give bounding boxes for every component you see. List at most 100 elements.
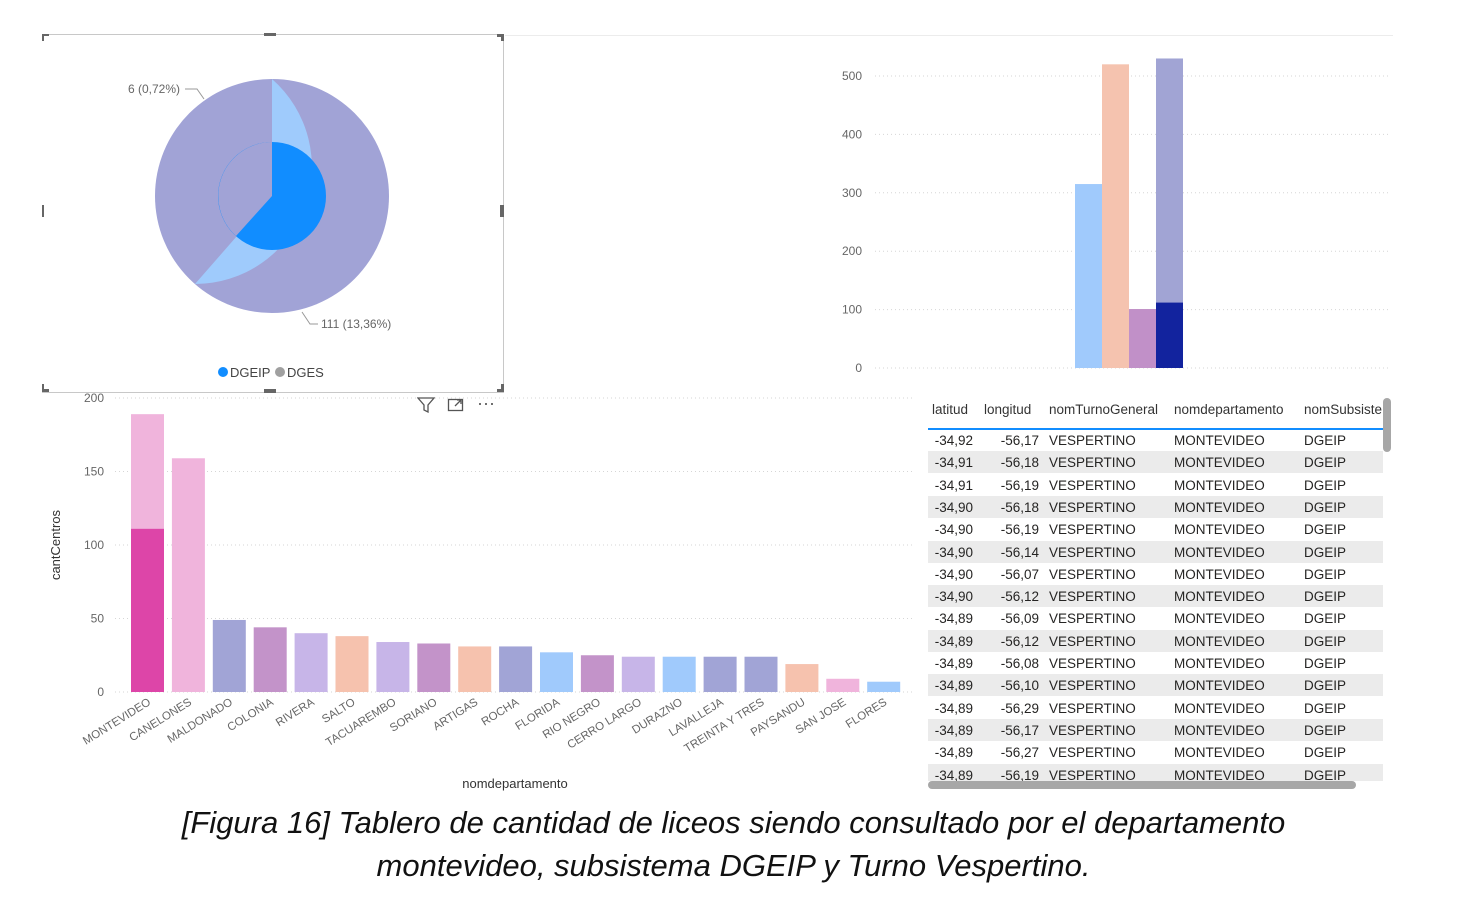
- funnel-icon[interactable]: [416, 397, 436, 418]
- cell-turno: VESPERTINO: [1049, 455, 1136, 471]
- top-chart-bar[interactable]: [1102, 64, 1129, 368]
- cell-subsistema: DGEIP: [1304, 455, 1347, 471]
- table-row[interactable]: -34,89 -56,08 VESPERTINO MONTEVIDEO DGEIP: [928, 652, 1383, 674]
- top-chart-bar-highlight[interactable]: [1156, 302, 1183, 368]
- dept-bar[interactable]: [335, 636, 369, 692]
- table-row[interactable]: -34,89 -56,19 VESPERTINO MONTEVIDEO DGEIP: [928, 763, 1383, 782]
- top-chart-bar[interactable]: [1075, 184, 1102, 368]
- pie-label-small: 6 (0,72%): [128, 82, 180, 96]
- cell-turno: VESPERTINO: [1049, 611, 1136, 627]
- dept-bar[interactable]: [212, 619, 246, 692]
- resize-handle-top-left-v[interactable]: [42, 34, 44, 41]
- resize-handle-right-mid[interactable]: [500, 205, 504, 217]
- header-longitud[interactable]: longitud: [984, 402, 1032, 417]
- table-row[interactable]: -34,90 -56,12 VESPERTINO MONTEVIDEO DGEIP: [928, 585, 1383, 608]
- cell-departamento: MONTEVIDEO: [1174, 522, 1265, 538]
- dept-bar[interactable]: [499, 646, 533, 692]
- cell-departamento: MONTEVIDEO: [1174, 477, 1265, 493]
- resize-handle-bottom-mid[interactable]: [264, 389, 276, 393]
- cell-longitud: -56,12: [1000, 633, 1039, 649]
- cell-departamento: MONTEVIDEO: [1174, 767, 1265, 782]
- resize-handle-bottom-right-v[interactable]: [501, 384, 504, 392]
- dept-xtick: MONTEVIDEO: [81, 696, 153, 747]
- table-row[interactable]: -34,89 -56,09 VESPERTINO MONTEVIDEO DGEIP: [928, 607, 1383, 629]
- dept-xtick: CERRO LARGO: [565, 696, 643, 751]
- cell-departamento: MONTEVIDEO: [1174, 633, 1265, 649]
- legend-dot-dges: [275, 367, 285, 377]
- resize-handle-top-right-v[interactable]: [501, 34, 504, 41]
- dept-bar[interactable]: [294, 633, 328, 692]
- dept-chart-ytick: 100: [84, 538, 104, 552]
- top-chart-ytick: 500: [842, 69, 862, 83]
- header-nomdepartamento[interactable]: nomdepartamento: [1174, 402, 1284, 417]
- cell-departamento: MONTEVIDEO: [1174, 678, 1265, 694]
- cell-longitud: -56,19: [1000, 767, 1039, 782]
- resize-handle-bottom-right[interactable]: [497, 389, 504, 392]
- table-row[interactable]: -34,92 -56,17 VESPERTINO MONTEVIDEO DGEIP: [928, 429, 1383, 451]
- legend-label-dges[interactable]: DGES: [287, 365, 324, 380]
- figure-caption-line1: [Figura 16] Tablero de cantidad de liceo…: [181, 805, 1286, 840]
- cell-longitud: -56,18: [1000, 455, 1039, 471]
- table-row[interactable]: -34,89 -56,27 VESPERTINO MONTEVIDEO DGEIP: [928, 741, 1383, 763]
- resize-handle-left-mid[interactable]: [42, 205, 44, 217]
- dept-bar[interactable]: [826, 678, 860, 692]
- resize-handle-bottom-left-v[interactable]: [42, 384, 44, 392]
- dept-xtick: FLORES: [844, 696, 890, 731]
- dept-bar[interactable]: [253, 627, 287, 692]
- cell-subsistema: DGEIP: [1304, 499, 1347, 515]
- table-row[interactable]: -34,90 -56,18 VESPERTINO MONTEVIDEO DGEIP: [928, 495, 1383, 518]
- header-nomturnogeneral[interactable]: nomTurnoGeneral: [1049, 402, 1159, 417]
- more-options-icon[interactable]: ⋯: [477, 394, 495, 414]
- table-row[interactable]: -34,90 -56,14 VESPERTINO MONTEVIDEO DGEIP: [928, 540, 1383, 563]
- dept-bar[interactable]: [785, 664, 819, 692]
- dept-bar[interactable]: [580, 655, 614, 692]
- dept-bar[interactable]: [867, 681, 901, 692]
- resize-handle-top-left[interactable]: [42, 34, 49, 36]
- dept-bar-highlight[interactable]: [131, 528, 164, 692]
- table-row[interactable]: -34,90 -56,07 VESPERTINO MONTEVIDEO DGEIP: [928, 563, 1383, 585]
- dept-bar[interactable]: [703, 656, 737, 692]
- cell-longitud: -56,29: [1000, 700, 1039, 716]
- cell-subsistema: DGEIP: [1304, 433, 1347, 448]
- cell-departamento: MONTEVIDEO: [1174, 433, 1265, 448]
- resize-handle-top-right[interactable]: [497, 34, 504, 37]
- dept-bar[interactable]: [376, 642, 410, 692]
- table-row[interactable]: -34,90 -56,19 VESPERTINO MONTEVIDEO DGEIP: [928, 518, 1383, 540]
- dept-bar[interactable]: [540, 652, 573, 692]
- leader-line-small: [185, 88, 205, 100]
- table-row[interactable]: -34,89 -56,10 VESPERTINO MONTEVIDEO DGEIP: [928, 674, 1383, 697]
- dept-xtick: COLONIA: [226, 696, 277, 734]
- table-row[interactable]: -34,91 -56,18 VESPERTINO MONTEVIDEO DGEIP: [928, 451, 1383, 474]
- cell-longitud: -56,19: [1000, 522, 1039, 538]
- legend-label-dgeip[interactable]: DGEIP: [230, 365, 270, 380]
- top-chart-bar[interactable]: [1129, 309, 1156, 368]
- dept-bar[interactable]: [744, 656, 778, 692]
- cell-turno: VESPERTINO: [1049, 633, 1136, 649]
- resize-handle-bottom-left[interactable]: [42, 389, 49, 392]
- donut-inner-gap: [218, 142, 272, 236]
- dept-chart-ytick: 150: [84, 465, 104, 479]
- dept-bar[interactable]: [458, 646, 492, 692]
- resize-handle-top-mid[interactable]: [264, 33, 276, 36]
- cell-turno: VESPERTINO: [1049, 499, 1136, 515]
- header-latitud[interactable]: latitud: [932, 402, 969, 417]
- dept-bar[interactable]: [662, 656, 696, 692]
- table-row[interactable]: -34,89 -56,17 VESPERTINO MONTEVIDEO DGEIP: [928, 718, 1383, 741]
- table-row[interactable]: -34,91 -56,19 VESPERTINO MONTEVIDEO DGEIP: [928, 474, 1383, 496]
- table-vertical-scrollbar[interactable]: [1383, 398, 1391, 452]
- cell-latitud: -34,90: [934, 566, 973, 582]
- dept-xtick: RIVERA: [274, 696, 317, 729]
- dept-bar[interactable]: [171, 458, 205, 692]
- header-nomsubsistema[interactable]: nomSubsiste: [1304, 402, 1383, 417]
- table-row[interactable]: -34,89 -56,29 VESPERTINO MONTEVIDEO DGEIP: [928, 697, 1383, 719]
- dept-bar[interactable]: [417, 643, 451, 692]
- focus-mode-icon[interactable]: [446, 397, 466, 418]
- cell-turno: VESPERTINO: [1049, 745, 1136, 761]
- visual-header-toolbar: ⋯: [416, 394, 496, 418]
- dept-bar[interactable]: [621, 656, 655, 692]
- table-row[interactable]: -34,89 -56,12 VESPERTINO MONTEVIDEO DGEIP: [928, 629, 1383, 652]
- cell-longitud: -56,17: [1000, 722, 1039, 738]
- cell-latitud: -34,90: [934, 499, 973, 515]
- cell-departamento: MONTEVIDEO: [1174, 745, 1265, 761]
- table-horizontal-scrollbar[interactable]: [928, 781, 1356, 789]
